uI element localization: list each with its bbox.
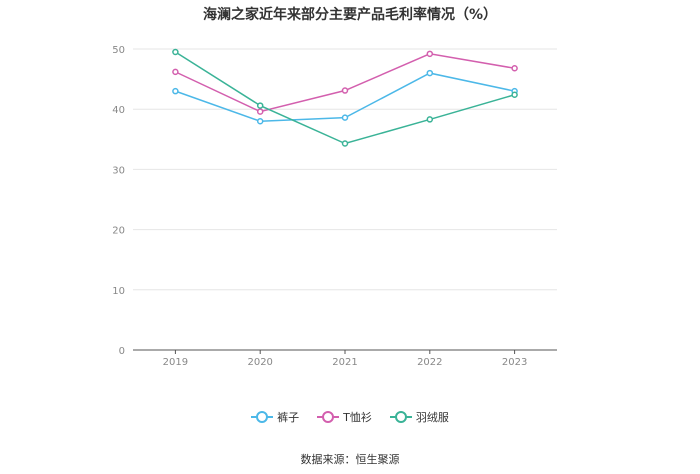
source-note: 数据来源：恒生聚源 — [300, 453, 400, 466]
series-lines — [172, 48, 518, 147]
legend-swatch-icon — [317, 411, 340, 423]
data-point — [172, 48, 179, 56]
y-tick-label: 30 — [112, 165, 125, 176]
gridlines — [133, 48, 557, 291]
y-tick-label: 10 — [112, 286, 125, 297]
data-point — [341, 140, 349, 147]
x-tick-label: 2021 — [332, 357, 357, 368]
legend-label: T恤衫 — [343, 411, 372, 424]
legend-swatch-icon — [389, 411, 412, 423]
data-point — [341, 114, 349, 121]
x-tick-label: 2019 — [163, 357, 188, 368]
chart-title: 海澜之家近年来部分主要产品毛利率情况（%） — [202, 7, 498, 23]
y-tick-label: 40 — [112, 105, 125, 116]
legend-item-3[interactable]: 羽绒服 — [389, 409, 449, 425]
series-line-2 — [175, 53, 515, 113]
series-line-1 — [175, 72, 515, 122]
x-tick-label: 2023 — [502, 357, 527, 368]
y-tick-label: 50 — [112, 45, 125, 56]
legend: 裤子 T恤衫 羽绒服 — [0, 409, 700, 425]
y-tick-label: 20 — [112, 226, 125, 237]
legend-item-2[interactable]: T恤衫 — [317, 409, 372, 425]
data-point — [256, 117, 264, 125]
data-point — [256, 102, 264, 109]
data-point — [511, 65, 518, 72]
legend-label: 羽绒服 — [415, 411, 449, 424]
legend-swatch-icon — [251, 411, 274, 423]
y-tick-label: 0 — [119, 346, 125, 357]
legend-label: 裤子 — [277, 411, 300, 424]
data-point — [172, 87, 179, 95]
data-point — [426, 116, 434, 123]
data-point — [256, 108, 264, 115]
x-tick-label: 2022 — [417, 357, 442, 368]
data-point — [426, 69, 434, 77]
axes: 0 10 20 30 40 50 2019 2020 2021 2022 2023 — [112, 45, 557, 368]
data-point — [426, 50, 434, 58]
legend-item-1[interactable]: 裤子 — [251, 409, 299, 425]
x-tick-label: 2020 — [247, 357, 272, 368]
series-line-3 — [174, 51, 515, 145]
data-point — [172, 68, 179, 76]
data-point — [341, 87, 349, 94]
data-point — [511, 91, 518, 99]
